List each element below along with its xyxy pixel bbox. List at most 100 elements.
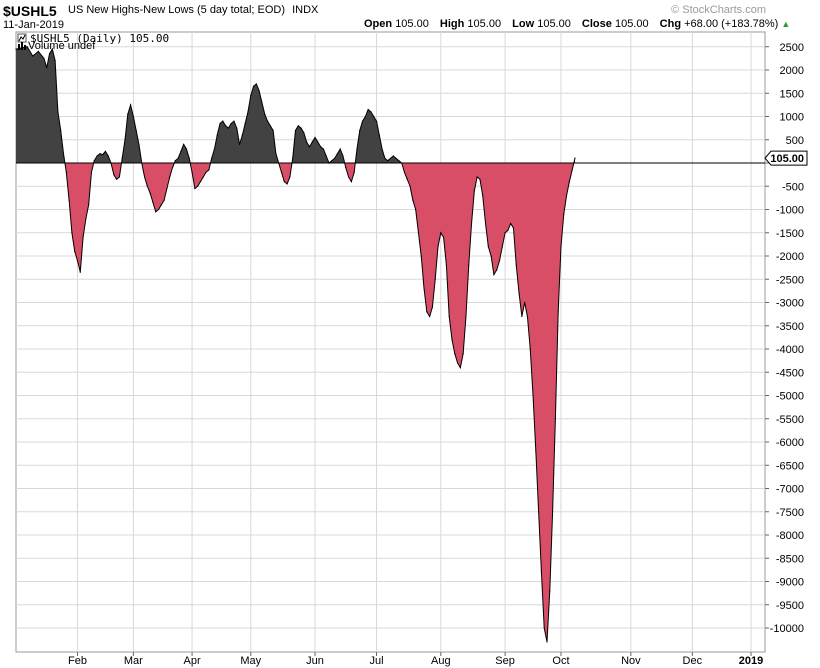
- data-point: [448, 315, 450, 318]
- y-tick-label: -2000: [776, 251, 804, 263]
- data-point: [233, 120, 235, 122]
- data-point: [462, 353, 464, 355]
- y-tick-label: -3500: [776, 321, 804, 333]
- chart-legend: $USHL5 (Daily) 105.00 Volume undef: [17, 32, 169, 52]
- data-point: [110, 162, 112, 164]
- data-point: [127, 113, 129, 115]
- data-point: [247, 111, 249, 113]
- x-axis: Feb Mar Apr May Jun Jul Aug Sep Oct Nov Dec 2019: [68, 652, 763, 667]
- y-tick-label: 2500: [780, 42, 804, 54]
- data-point: [157, 208, 160, 211]
- data-point: [166, 187, 168, 190]
- close-value: 105.00: [614, 18, 649, 30]
- data-point: [238, 143, 241, 145]
- data-point: [297, 125, 299, 127]
- data-point: [535, 450, 537, 452]
- data-point: [353, 171, 355, 173]
- data-point: [538, 511, 540, 513]
- tag-value: 105.00: [770, 153, 804, 165]
- data-point: [255, 83, 257, 85]
- data-point: [378, 134, 380, 136]
- data-point: [381, 148, 383, 150]
- data-point: [82, 236, 84, 238]
- data-point: [507, 229, 509, 232]
- high-value: 105.00: [467, 18, 502, 30]
- data-point: [252, 85, 255, 87]
- data-point: [199, 181, 202, 183]
- data-point: [336, 153, 338, 155]
- data-point: [526, 315, 529, 318]
- x-tick-label: Jun: [306, 655, 324, 667]
- chg-label: Chg: [659, 18, 682, 30]
- data-point: [96, 155, 98, 157]
- data-point: [230, 122, 232, 125]
- data-point: [79, 271, 81, 273]
- data-point: [529, 348, 531, 350]
- data-point: [387, 160, 389, 162]
- data-point: [88, 204, 90, 206]
- data-point: [540, 571, 543, 573]
- data-point: [470, 222, 473, 225]
- data-point: [283, 181, 285, 183]
- data-point: [490, 255, 492, 257]
- open-value: 105.00: [395, 18, 429, 30]
- x-tick-label: Jul: [369, 655, 383, 667]
- legend-series: $USHL5 (Daily) 105.00: [30, 32, 169, 45]
- data-point: [515, 264, 517, 266]
- volume-bars-icon: [18, 42, 26, 50]
- legend-volume: Volume undef: [28, 40, 96, 52]
- data-point: [322, 148, 325, 150]
- y-tick-label: -5500: [776, 414, 804, 426]
- y-tick-label: -9000: [776, 577, 804, 589]
- data-point: [431, 306, 434, 308]
- x-tick-label: Mar: [124, 655, 143, 667]
- data-point: [356, 148, 358, 150]
- data-point: [160, 204, 162, 206]
- data-point: [76, 260, 79, 262]
- data-point: [99, 153, 101, 155]
- data-point: [398, 160, 400, 162]
- data-point: [334, 157, 336, 159]
- data-point: [370, 111, 372, 113]
- data-point: [71, 232, 73, 234]
- x-tick-label: Oct: [552, 655, 569, 667]
- data-point: [132, 115, 134, 118]
- data-point: [241, 134, 243, 136]
- data-point: [188, 157, 190, 159]
- y-tick-label: -6500: [776, 460, 804, 472]
- data-point: [208, 169, 210, 171]
- data-point: [498, 260, 501, 262]
- data-point: [118, 176, 121, 178]
- data-point: [113, 174, 115, 176]
- y-tick-label: -7000: [776, 484, 804, 496]
- low-value: 105.00: [537, 18, 571, 30]
- data-point: [426, 311, 428, 313]
- data-point: [180, 150, 182, 152]
- y-tick-label: -1000: [776, 205, 804, 217]
- data-point: [289, 176, 291, 178]
- data-point: [476, 176, 478, 178]
- symbol-description: US New Highs-New Lows (5 day total; EOD)…: [68, 4, 318, 16]
- data-point: [250, 94, 252, 97]
- data-point: [102, 154, 104, 156]
- exchange-text: INDX: [292, 4, 319, 16]
- data-point: [222, 120, 224, 122]
- data-point: [524, 301, 526, 304]
- data-point: [308, 146, 311, 148]
- data-point: [443, 236, 445, 238]
- positive-area: [16, 46, 575, 163]
- data-point: [85, 218, 87, 220]
- data-point: [266, 120, 269, 122]
- data-point: [236, 127, 238, 129]
- data-point: [32, 55, 34, 57]
- data-point: [216, 134, 218, 136]
- data-point: [451, 339, 453, 341]
- data-point: [459, 367, 461, 369]
- area-fills: [16, 46, 765, 642]
- data-point: [314, 136, 316, 139]
- data-point: [202, 176, 204, 178]
- data-point: [417, 232, 420, 234]
- y-tick-label: -8000: [776, 530, 804, 542]
- data-point: [107, 155, 109, 157]
